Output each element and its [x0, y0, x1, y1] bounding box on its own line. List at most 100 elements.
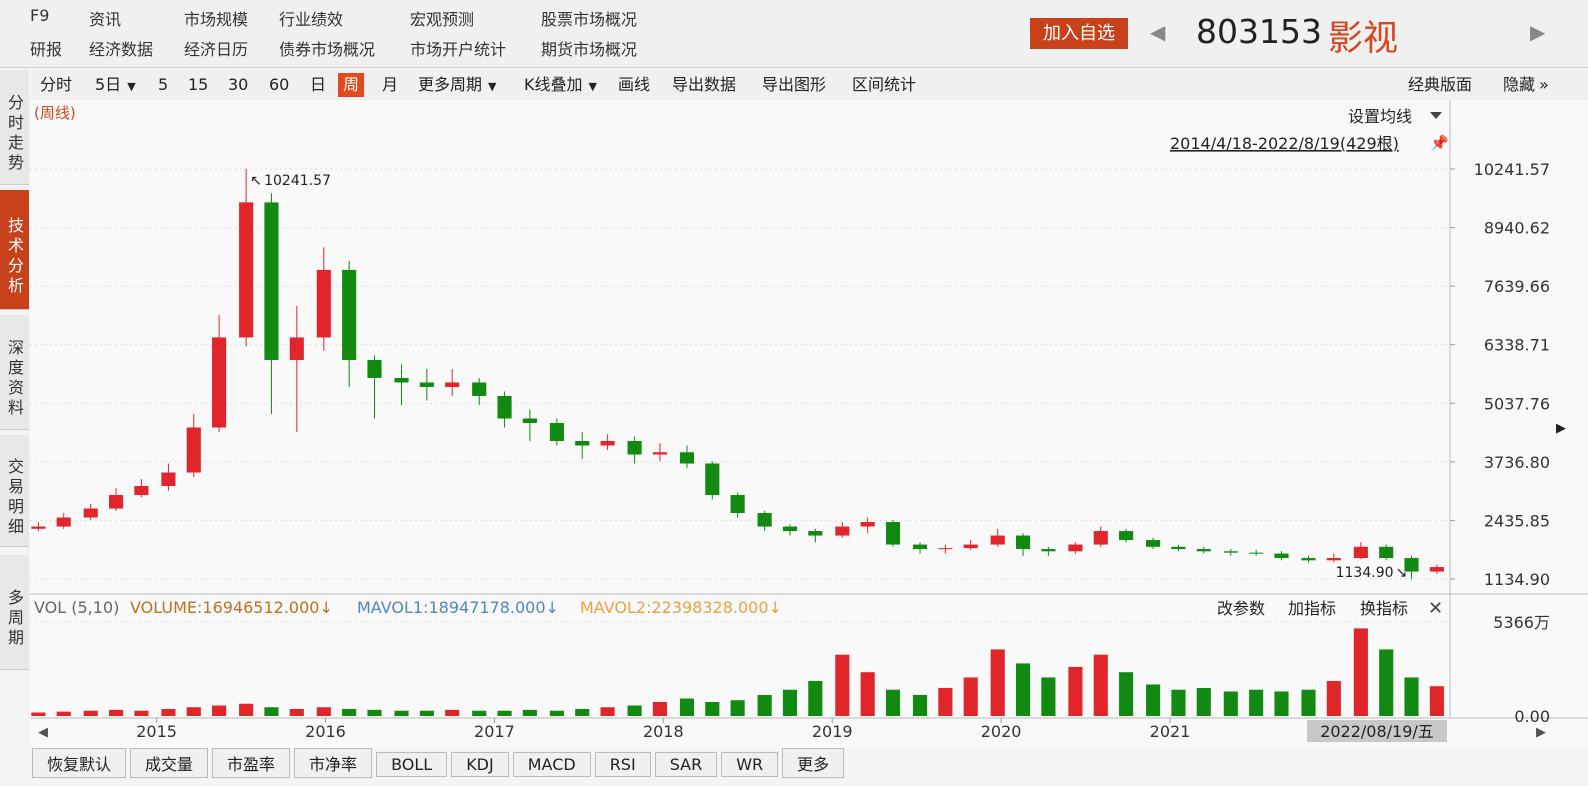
- range-label: 2014/4/18-2022/8/19(429根): [1170, 134, 1399, 153]
- volume-bar: [497, 710, 512, 716]
- side-tab[interactable]: 技术分析: [0, 190, 29, 310]
- menu-item[interactable]: 期货市场概况: [541, 40, 638, 59]
- candle-body: [1068, 544, 1083, 552]
- side-tab[interactable]: 深度资料: [0, 315, 29, 430]
- toolbar-item[interactable]: 隐藏»: [1503, 75, 1549, 94]
- side-tab[interactable]: 交易明细: [0, 435, 29, 547]
- close-icon[interactable]: ✕: [1428, 598, 1443, 619]
- volume-bar: [31, 712, 46, 716]
- bottom-tab[interactable]: MACD: [512, 752, 591, 777]
- vol-value: VOLUME:16946512.000↓: [130, 598, 333, 617]
- toolbar-item[interactable]: 5: [158, 75, 169, 94]
- candle-body: [549, 422, 564, 441]
- side-tab[interactable]: 多周期: [0, 555, 29, 670]
- menu-item[interactable]: 行业绩效: [279, 10, 344, 29]
- candle-body: [1223, 551, 1238, 553]
- x-tick-label: 2016: [305, 722, 346, 741]
- volume-bar: [860, 672, 875, 716]
- toolbar-item[interactable]: K线叠加 ▼: [524, 75, 597, 94]
- volume-bar: [757, 694, 772, 716]
- candle-body: [1326, 558, 1341, 561]
- candle-body: [1353, 546, 1368, 559]
- candle-body: [342, 269, 357, 360]
- candle-body: [419, 382, 434, 387]
- bottom-tab[interactable]: SAR: [654, 752, 718, 777]
- watch-button[interactable]: 加入自选: [1030, 18, 1128, 49]
- bottom-tab[interactable]: KDJ: [451, 752, 509, 777]
- volume-bar: [938, 687, 953, 716]
- low-arrow: ↘: [1396, 565, 1408, 581]
- volume-bar: [835, 654, 850, 716]
- x-tick-label: 2021: [1150, 722, 1191, 741]
- y-tick-label: 5037.76: [1484, 394, 1550, 413]
- menu-item[interactable]: 债券市场概况: [279, 40, 376, 59]
- candle-body: [31, 526, 46, 529]
- volume-bar: [549, 710, 564, 716]
- candle-body: [264, 202, 279, 360]
- toolbar-item[interactable]: 月: [382, 75, 399, 94]
- candle-body: [1171, 546, 1186, 550]
- bottom-tab[interactable]: RSI: [594, 752, 651, 777]
- toolbar-item[interactable]: 经典版面: [1408, 75, 1473, 94]
- candle-body: [600, 440, 615, 446]
- volume-bar: [1353, 628, 1368, 716]
- volume-bar: [808, 680, 823, 716]
- chart: (周线) 设置均线 2014/4/18-2022/8/19(429根) 📌 VO…: [30, 100, 1588, 748]
- volume-bar: [1249, 689, 1264, 716]
- menu-item[interactable]: 资讯: [89, 10, 122, 29]
- bottom-tab[interactable]: 成交量: [130, 748, 209, 778]
- vol-action[interactable]: 加指标: [1288, 599, 1336, 618]
- toolbar-item[interactable]: 日: [310, 75, 327, 94]
- menu-item[interactable]: 经济数据: [89, 40, 154, 59]
- bottom-tab[interactable]: 恢复默认: [32, 748, 127, 778]
- volume-bar: [394, 710, 409, 716]
- toolbar-item[interactable]: 周: [338, 73, 365, 97]
- bottom-tab[interactable]: 市盈率: [212, 748, 291, 778]
- expand-arrow[interactable]: ▶: [1556, 421, 1566, 436]
- toolbar-item[interactable]: 画线: [618, 75, 651, 94]
- pin-icon[interactable]: 📌: [1430, 133, 1449, 152]
- menu-item[interactable]: F9: [30, 6, 50, 25]
- bottom-tab[interactable]: BOLL: [376, 752, 448, 777]
- bottom-tab[interactable]: 更多: [782, 748, 845, 778]
- menu-item[interactable]: 研报: [30, 40, 63, 59]
- menu-item[interactable]: 市场开户统计: [410, 40, 507, 59]
- prev-arrow[interactable]: ◀: [1150, 20, 1166, 44]
- toolbar-item[interactable]: 分时: [40, 75, 73, 94]
- bottom-tab[interactable]: 市净率: [294, 748, 373, 778]
- volume-bar: [1119, 672, 1134, 716]
- candle-body: [990, 535, 1005, 545]
- scroll-left[interactable]: ◀: [38, 725, 48, 740]
- volume-bar: [1404, 677, 1419, 716]
- vol-action[interactable]: 换指标: [1360, 599, 1408, 618]
- toolbar-item[interactable]: 更多周期 ▼: [418, 75, 497, 94]
- candle-body: [835, 526, 850, 536]
- next-arrow[interactable]: ▶: [1530, 20, 1546, 44]
- bottom-tab[interactable]: WR: [721, 752, 779, 777]
- scroll-right[interactable]: ▶: [1536, 725, 1546, 740]
- toolbar-item[interactable]: 导出图形: [762, 75, 827, 94]
- candle-body: [860, 522, 875, 527]
- candle-body: [575, 440, 590, 446]
- menu-item[interactable]: 股票市场概况: [541, 10, 638, 29]
- low-label: 1134.90: [1336, 565, 1394, 581]
- candle-body: [1274, 553, 1289, 559]
- y-tick-label: 10241.57: [1474, 160, 1550, 179]
- menu-item[interactable]: 经济日历: [184, 40, 249, 59]
- x-tick-label: 2019: [812, 722, 853, 741]
- candle-body: [808, 531, 823, 536]
- ma-setting[interactable]: 设置均线: [1348, 107, 1412, 126]
- side-tab[interactable]: 分时走势: [0, 70, 29, 185]
- toolbar-item[interactable]: 15: [188, 75, 209, 94]
- toolbar-item[interactable]: 5日 ▼: [95, 75, 136, 94]
- menu-item[interactable]: 宏观预测: [410, 10, 475, 29]
- toolbar-item[interactable]: 区间统计: [852, 75, 917, 94]
- toolbar-item[interactable]: 60: [269, 75, 290, 94]
- volume-bar: [1146, 684, 1161, 716]
- dropdown-icon: ▼: [127, 80, 136, 93]
- y-tick-label: 0.00: [1514, 707, 1550, 726]
- toolbar-item[interactable]: 导出数据: [672, 75, 737, 94]
- vol-action[interactable]: 改参数: [1217, 599, 1265, 618]
- toolbar-item[interactable]: 30: [228, 75, 249, 94]
- menu-item[interactable]: 市场规模: [184, 10, 249, 29]
